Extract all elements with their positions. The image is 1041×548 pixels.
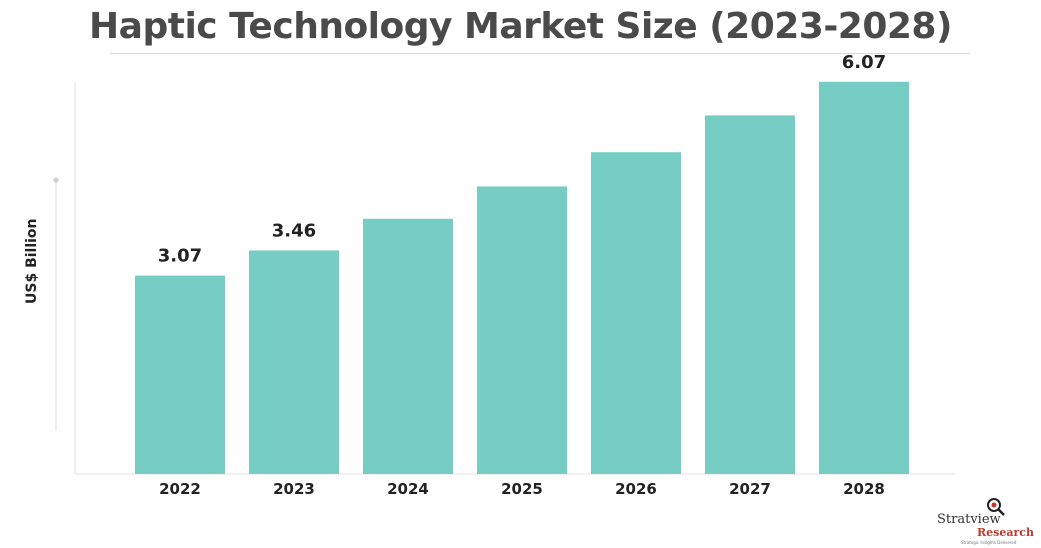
x-tick-label-2023: 2023 [273,480,315,498]
bar-2026 [591,152,681,474]
logo-brand-text: Stratview [937,512,1001,527]
magnifier-logo-icon [987,498,1005,516]
data-label-2022: 3.07 [158,246,202,267]
bar-2027 [705,115,795,474]
x-tick-label-2028: 2028 [843,480,885,498]
x-tick-label-2024: 2024 [387,480,429,498]
bar-2022 [135,275,225,474]
logo-tagline: Strategic Insights Delivered [961,540,1017,545]
bar-2024 [363,218,453,474]
data-label-2023: 3.46 [272,220,316,241]
bars-layer: 2022 3.07 2023 3.46 2024 2025 2026 2027 2028 6.07 [135,52,909,498]
y-axis-arrow-dot [53,177,59,183]
data-label-2028: 6.07 [842,52,886,73]
x-tick-label-2026: 2026 [615,480,657,498]
stratview-logo: Stratview Research Strategic Insights De… [933,496,1037,546]
x-tick-label-2025: 2025 [501,480,543,498]
x-tick-label-2022: 2022 [159,480,201,498]
bar-2023 [249,250,339,474]
bar-2025 [477,186,567,474]
x-tick-label-2027: 2027 [729,480,771,498]
y-axis-label: US$ Billion [24,218,40,304]
logo-sub-text: Research [977,526,1034,539]
title-divider [110,53,970,54]
bar-2028 [819,81,909,475]
chart-title: Haptic Technology Market Size (2023-2028… [89,6,952,47]
